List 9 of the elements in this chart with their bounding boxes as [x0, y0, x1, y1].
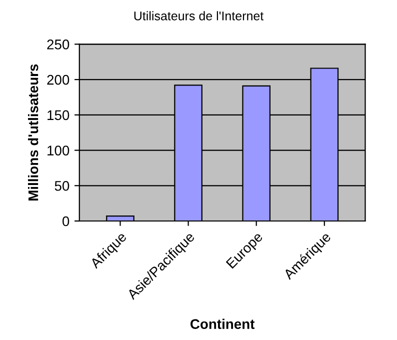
y-tick-label: 250: [47, 40, 70, 50]
y-tick-label: 200: [47, 74, 70, 85]
chart-title: Utilisateurs de l'Internet: [134, 11, 264, 20]
y-tick-label: 50: [54, 180, 70, 191]
y-tick-label: 100: [48, 146, 70, 156]
y-tick-label: 150: [48, 110, 70, 120]
y-tick-label: 0: [62, 216, 70, 226]
x-axis-title: Continent: [190, 318, 255, 329]
y-axis-title: Millions d'utlisateurs: [28, 64, 38, 200]
